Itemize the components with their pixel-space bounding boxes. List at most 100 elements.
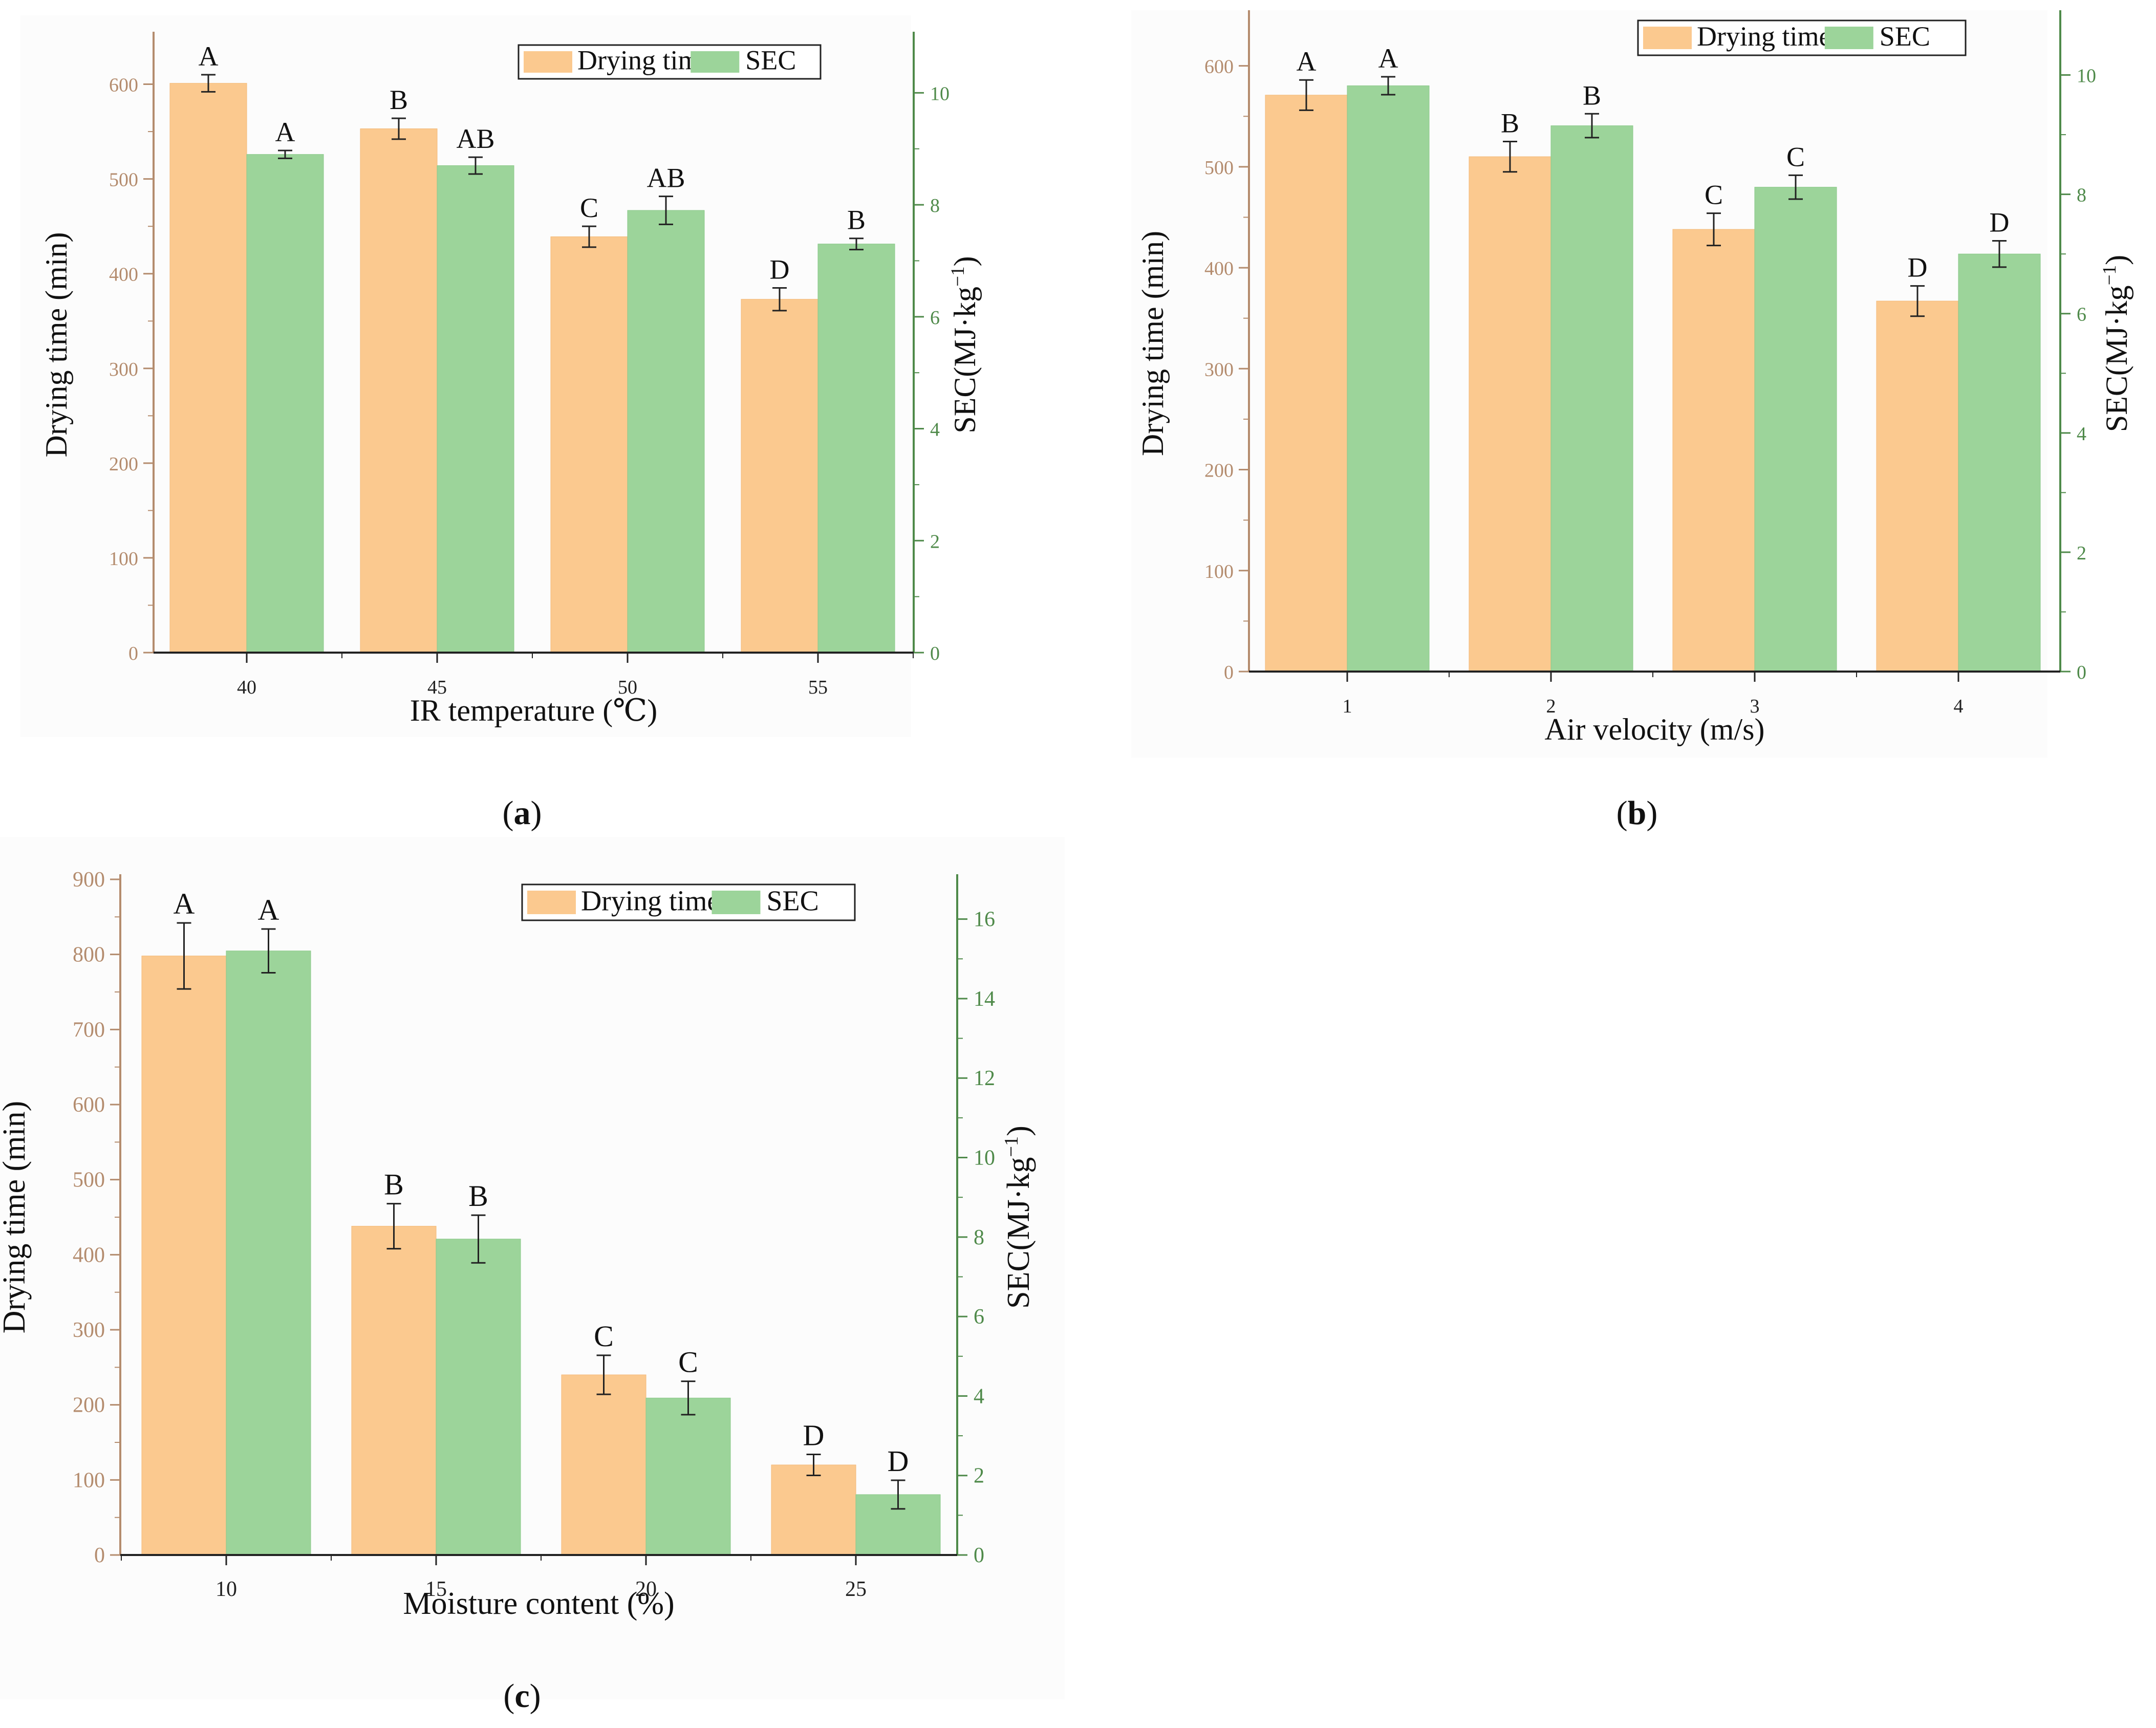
legend-box xyxy=(1637,19,1967,56)
drying-time-bar xyxy=(1265,95,1348,672)
drying-time-bar xyxy=(1672,229,1755,672)
sec-bar xyxy=(1958,253,2041,672)
legend-label-sec: SEC xyxy=(767,885,819,917)
significance-letter: C xyxy=(580,192,598,223)
right-tick-label: 8 xyxy=(930,195,940,217)
left-tick-label: 100 xyxy=(73,1468,105,1492)
left-tick-label: 500 xyxy=(109,169,138,191)
x-tick-label: 2 xyxy=(1546,696,1556,717)
right-tick-label: 6 xyxy=(930,307,940,329)
panel-label-close: ) xyxy=(531,794,542,832)
significance-letter: D xyxy=(803,1418,825,1452)
left-tick-label: 400 xyxy=(73,1243,105,1267)
drying-time-bar xyxy=(141,956,227,1556)
left-tick-label: 200 xyxy=(73,1394,105,1417)
x-tick-label: 1 xyxy=(1343,696,1352,717)
y2-axis-label: SEC(MJ·kg−1) xyxy=(1001,1126,1036,1309)
sec-bar xyxy=(246,154,324,653)
right-tick-label: 10 xyxy=(930,83,950,104)
right-tick-label: 2 xyxy=(974,1464,984,1488)
left-tick-label: 200 xyxy=(109,453,138,475)
sec-bar xyxy=(1754,187,1837,672)
y2-axis-label-end: ) xyxy=(1001,1126,1036,1136)
significance-letter: B xyxy=(468,1179,488,1213)
panel-label-close: ) xyxy=(1646,794,1657,832)
y2-axis-label-sup: −1 xyxy=(2099,265,2120,286)
significance-letter: D xyxy=(888,1444,909,1478)
legend-label-sec: SEC xyxy=(1880,21,1930,52)
y2-axis-label-main: SEC(MJ·kg xyxy=(948,287,982,434)
legend-swatch-sec xyxy=(1824,27,1873,49)
right-tick-label: 8 xyxy=(974,1226,984,1249)
drying-time-bar xyxy=(1876,300,1959,672)
right-tick-label: 12 xyxy=(974,1067,995,1090)
right-tick-label: 0 xyxy=(2077,662,2086,683)
y2-axis-label: SEC(MJ·kg−1) xyxy=(2099,255,2133,432)
left-tick-label: 100 xyxy=(109,548,138,570)
significance-letter: C xyxy=(594,1320,614,1353)
legend-swatch-drying-time xyxy=(527,891,576,914)
x-tick-label: 20 xyxy=(635,1578,657,1601)
legend-swatch-sec xyxy=(691,51,740,73)
drying-time-bar xyxy=(169,83,247,653)
x-axis-label: Air velocity (m/s) xyxy=(1545,712,1765,746)
right-tick-label: 16 xyxy=(974,908,995,932)
significance-letter: A xyxy=(199,41,219,72)
legend-box xyxy=(521,883,856,921)
left-tick-label: 0 xyxy=(128,643,138,664)
left-tick-label: 700 xyxy=(73,1018,105,1042)
x-tick-label: 10 xyxy=(215,1578,237,1601)
significance-letter: C xyxy=(678,1346,698,1379)
left-tick-label: 800 xyxy=(73,943,105,967)
panel-label-letter: b xyxy=(1628,794,1647,832)
legend: Drying time SEC xyxy=(521,883,856,921)
right-tick-label: 4 xyxy=(2077,423,2086,445)
panel-label: (c) xyxy=(503,1677,541,1715)
y2-axis-label-main: SEC(MJ·kg xyxy=(1001,1157,1036,1309)
y2-axis-label-end: ) xyxy=(2100,255,2133,265)
left-tick-label: 0 xyxy=(1224,662,1234,683)
significance-letter: A xyxy=(1297,46,1317,77)
x-axis-label: IR temperature (℃) xyxy=(410,694,658,727)
x-tick-label: 15 xyxy=(425,1578,447,1601)
x-tick-label: 4 xyxy=(1954,696,1964,717)
legend-label-sec: SEC xyxy=(745,45,796,76)
y-axis-label: Drying time (min) xyxy=(1136,231,1170,456)
x-tick-label: 50 xyxy=(618,677,637,698)
right-tick-label: 2 xyxy=(2077,543,2086,564)
significance-letter: D xyxy=(1990,207,2010,238)
significance-letter: C xyxy=(1705,180,1723,210)
left-tick-label: 300 xyxy=(109,359,138,380)
significance-letter: AB xyxy=(646,163,685,193)
y2-axis-label-sup: −1 xyxy=(1001,1136,1022,1157)
right-tick-label: 4 xyxy=(930,419,940,441)
significance-letter: B xyxy=(384,1168,404,1201)
legend-label-drying-time: Drying time xyxy=(577,45,712,76)
right-tick-label: 2 xyxy=(930,531,940,552)
x-tick-label: 3 xyxy=(1750,696,1760,717)
y2-axis-label-end: ) xyxy=(948,256,982,266)
sec-bar xyxy=(436,1239,521,1556)
significance-letter: A xyxy=(275,117,295,147)
panel-label-open: ( xyxy=(1616,794,1628,832)
right-tick-label: 0 xyxy=(974,1544,984,1567)
significance-letter: B xyxy=(390,84,408,115)
legend-swatch-sec xyxy=(712,891,761,914)
left-tick-label: 500 xyxy=(73,1169,105,1192)
significance-letter: B xyxy=(1501,108,1519,139)
sec-bar xyxy=(627,210,705,653)
drying-time-bar xyxy=(1469,156,1551,672)
panel-label-letter: a xyxy=(514,794,531,832)
drying-time-bar xyxy=(741,299,818,653)
left-tick-label: 400 xyxy=(109,264,138,286)
panel-label-close: ) xyxy=(530,1677,541,1715)
legend-label-drying-time: Drying time xyxy=(581,885,720,917)
significance-letter: D xyxy=(770,254,790,285)
legend: Drying time SEC xyxy=(518,44,822,80)
significance-letter: A xyxy=(174,887,195,920)
right-tick-label: 6 xyxy=(974,1305,984,1329)
drying-time-bar xyxy=(561,1374,646,1556)
